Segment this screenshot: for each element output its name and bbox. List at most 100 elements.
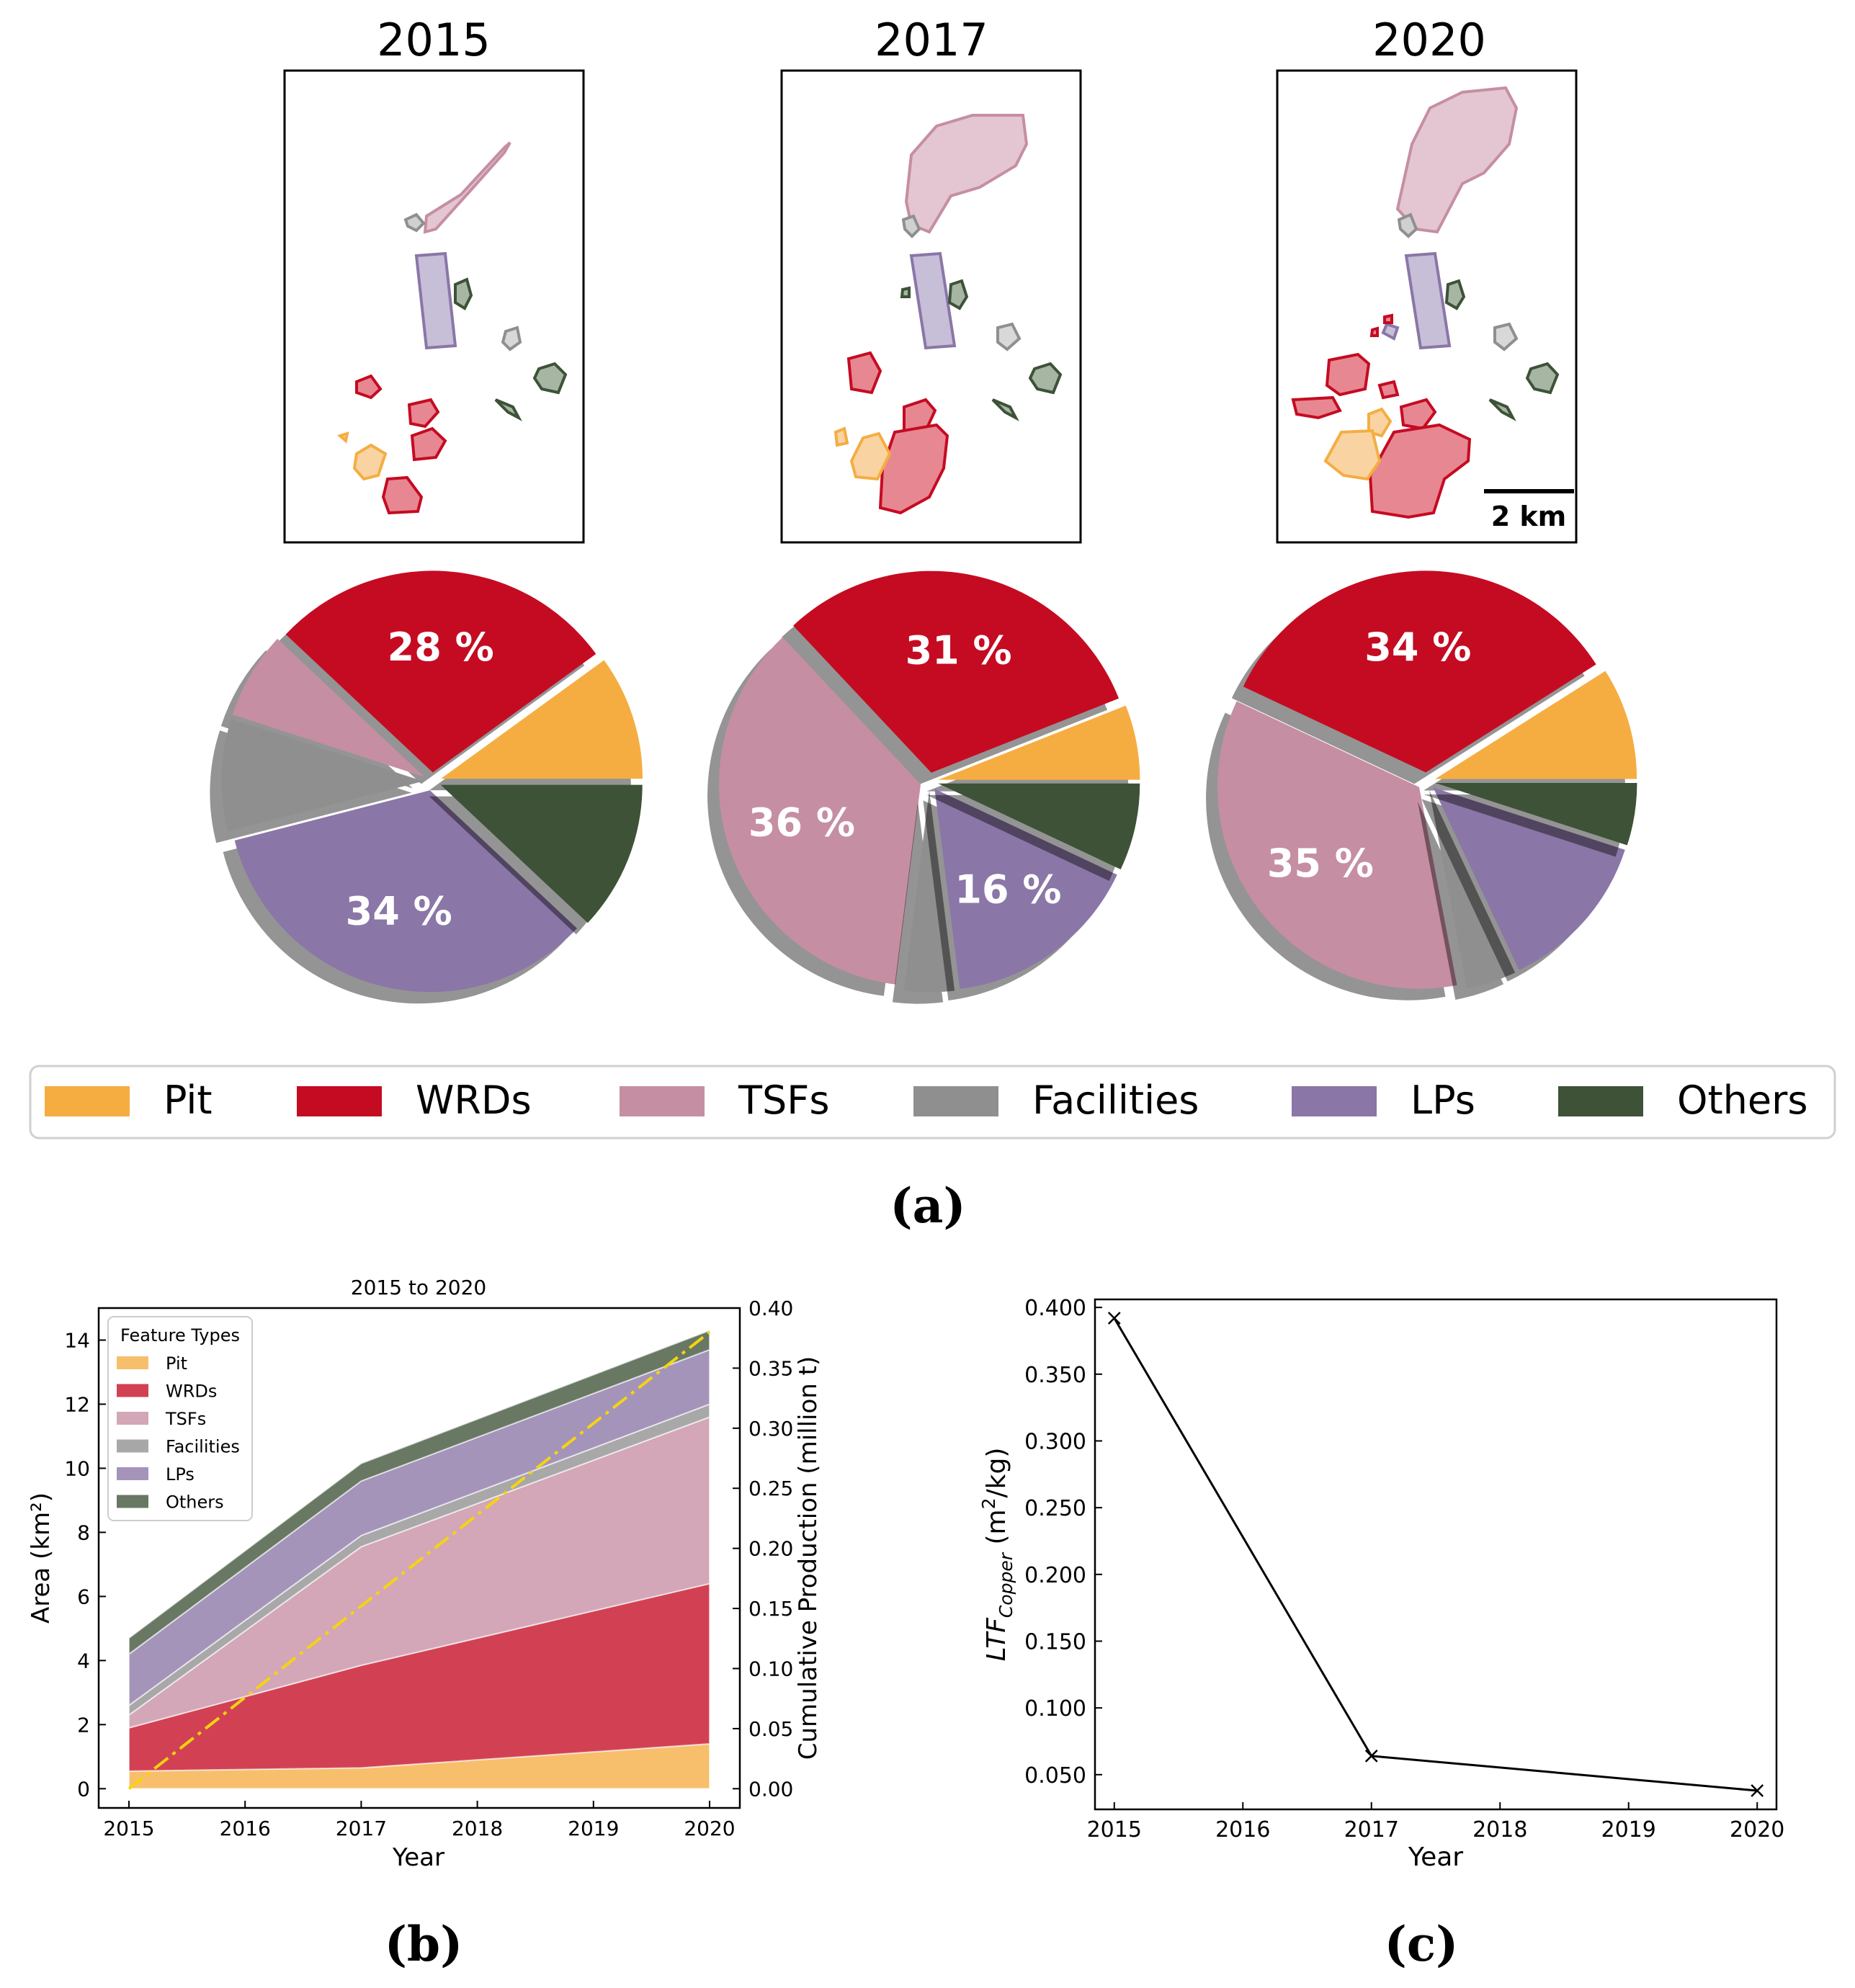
pie-title-2017: 2017 bbox=[875, 14, 988, 66]
area-xtick-label-2019: 2019 bbox=[568, 1817, 619, 1840]
area-y2tick-label-0.05: 0.05 bbox=[748, 1717, 793, 1741]
pie-slice-2020-tsfs bbox=[1217, 701, 1457, 989]
area-legend-swatch-pit bbox=[117, 1356, 148, 1369]
ltf-ylabel: LTFCopper (m2/kg) bbox=[978, 1448, 1016, 1662]
area-legend: Feature Types Pit WRDs TSFs Facilities LPs Ot… bbox=[107, 1316, 253, 1521]
ltf-xtick-label-2015: 2015 bbox=[1087, 1817, 1142, 1843]
category-legend: Pit WRDs TSFs Facilities LPs Others bbox=[29, 1065, 1836, 1139]
area-xtick-label-2016: 2016 bbox=[220, 1817, 271, 1840]
area-ytick-label-4: 4 bbox=[77, 1649, 90, 1673]
pie-slice-2017-facilities bbox=[903, 790, 955, 993]
pie-label-2020-wrds: 34 % bbox=[1364, 624, 1471, 670]
pie-slice-2017-others bbox=[938, 783, 1140, 869]
ltf-marker-2015 bbox=[1107, 1312, 1121, 1325]
pie-slice-2015-lps bbox=[234, 790, 577, 993]
pie-label-2015-wrds: 28 % bbox=[388, 624, 494, 670]
ltf-line bbox=[1113, 1317, 1758, 1792]
pie-slice-2020-wrds bbox=[1243, 570, 1596, 773]
area-legend-swatch-lps bbox=[117, 1467, 148, 1480]
legend-swatch-pit bbox=[45, 1086, 130, 1116]
pie-2015: 28 % 34 % bbox=[210, 570, 643, 1004]
area-legend-swatch-facilities bbox=[117, 1439, 148, 1453]
pie-slice-2020-lps bbox=[1433, 787, 1625, 970]
pie-label-2017-tsfs: 36 % bbox=[748, 800, 855, 846]
pie-slice-2017-pit bbox=[938, 705, 1140, 780]
area-legend-label-tsfs: TSFs bbox=[165, 1409, 206, 1429]
ltf-xlabel: Year bbox=[1408, 1843, 1463, 1872]
production-line bbox=[128, 1330, 711, 1790]
ltf-marker-2020 bbox=[1751, 1784, 1764, 1797]
pie-slice-2020-pit bbox=[1435, 671, 1637, 779]
panel-label-a: (a) bbox=[890, 1178, 965, 1234]
area-ytick-label-0: 0 bbox=[77, 1777, 90, 1801]
legend-swatch-wrds bbox=[297, 1086, 382, 1116]
area-y2tick-label-0.15: 0.15 bbox=[748, 1597, 793, 1621]
area-ytick-label-12: 12 bbox=[64, 1392, 90, 1416]
pie-slice-2015-others bbox=[440, 784, 643, 923]
panel-label-c: (c) bbox=[1385, 1916, 1459, 1972]
ltf-axes: 2015 2016 2017 2018 2019 2020 0.050 0.100 0.150 0… bbox=[1024, 1296, 1784, 1843]
pie-slice-2017-wrds bbox=[793, 570, 1119, 773]
legend-title: Feature Types bbox=[120, 1325, 240, 1346]
pie-slice-2015-facilities bbox=[221, 719, 424, 832]
area-ytick-label-2: 2 bbox=[77, 1713, 90, 1737]
ltf-ytick-label-0.400: 0.400 bbox=[1024, 1296, 1086, 1321]
area-ytick-label-8: 8 bbox=[77, 1521, 90, 1544]
ltf-xtick-label-2016: 2016 bbox=[1215, 1817, 1270, 1843]
map-2020: 2 km bbox=[1276, 69, 1578, 544]
area-layers bbox=[128, 1329, 710, 1790]
area-legend-label-wrds: WRDs bbox=[166, 1382, 217, 1402]
legend-swatch-others bbox=[1558, 1086, 1643, 1116]
area-y2tick-label-0.35: 0.35 bbox=[748, 1356, 793, 1380]
area-legend-label-lps: LPs bbox=[166, 1464, 195, 1485]
area-y2tick-label-0.10: 0.10 bbox=[748, 1657, 793, 1680]
pie-slice-2015-tsfs bbox=[232, 638, 425, 777]
area-ylabel: Area (km²) bbox=[27, 1492, 55, 1624]
area-y2label: Cumulative Production (million t) bbox=[794, 1356, 823, 1760]
area-xtick-label-2018: 2018 bbox=[452, 1817, 503, 1840]
area-legend-label-facilities: Facilities bbox=[166, 1437, 240, 1457]
legend-label-facilities: Facilities bbox=[1032, 1078, 1199, 1123]
pie-charts: 28 % 34 % 31 % 36 % 16 % 34 % 35 % bbox=[210, 570, 1637, 1004]
panel-a: 2015 2017 2020 bbox=[29, 14, 1836, 1234]
area-y2tick-label-0.30: 0.30 bbox=[748, 1417, 793, 1441]
area-chart-title: 2015 to 2020 bbox=[351, 1276, 486, 1299]
pie-slice-2015-wrds bbox=[285, 570, 596, 773]
area-xlabel: Year bbox=[392, 1843, 444, 1872]
legend-label-pit: Pit bbox=[164, 1078, 213, 1123]
area-y2tick-label-0.20: 0.20 bbox=[748, 1537, 793, 1561]
pie-2020: 34 % 35 % bbox=[1206, 570, 1637, 1000]
ltf-xtick-label-2018: 2018 bbox=[1472, 1817, 1527, 1843]
area-y2tick-label-0.00: 0.00 bbox=[748, 1777, 793, 1801]
area-legend-label-pit: Pit bbox=[166, 1353, 187, 1374]
area-others bbox=[128, 1329, 710, 1656]
area-legend-label-others: Others bbox=[166, 1492, 224, 1513]
area-axes: 2015 2016 2017 2018 2019 2020 0 2 4 6 8 10 12 14 0.00 0… bbox=[64, 1297, 793, 1840]
scale-bar-label: 2 km bbox=[1491, 501, 1567, 532]
area-ytick-label-6: 6 bbox=[77, 1585, 90, 1608]
area-xtick-label-2020: 2020 bbox=[684, 1817, 735, 1840]
ltf-xtick-label-2017: 2017 bbox=[1344, 1817, 1399, 1843]
ltf-ytick-label-0.300: 0.300 bbox=[1024, 1429, 1086, 1454]
area-xtick-label-2017: 2017 bbox=[336, 1817, 387, 1840]
ltf-ytick-label-0.050: 0.050 bbox=[1024, 1763, 1086, 1788]
pie-title-2020: 2020 bbox=[1372, 14, 1486, 66]
legend-swatch-lps bbox=[1292, 1086, 1377, 1116]
pie-label-2017-wrds: 31 % bbox=[906, 627, 1012, 673]
ltf-ytick-label-0.350: 0.350 bbox=[1024, 1363, 1086, 1388]
area-xtick-label-2015: 2015 bbox=[103, 1817, 154, 1840]
legend-swatch-tsfs bbox=[620, 1086, 705, 1116]
panel-c: 2015 2016 2017 2018 2019 2020 0.050 0.100 0.150 0… bbox=[978, 1296, 1784, 1972]
map-2015 bbox=[283, 69, 585, 544]
pie-label-2020-tsfs: 35 % bbox=[1267, 841, 1374, 886]
legend-label-lps: LPs bbox=[1411, 1078, 1475, 1123]
pie-slice-2015-pit bbox=[440, 660, 643, 779]
ltf-ytick-label-0.150: 0.150 bbox=[1024, 1629, 1086, 1655]
svg-text:LTFCopper (m2/kg): LTFCopper (m2/kg) bbox=[978, 1448, 1016, 1662]
legend-label-wrds: WRDs bbox=[416, 1078, 532, 1123]
legend-label-others: Others bbox=[1677, 1078, 1807, 1123]
pie-label-2017-lps: 16 % bbox=[955, 867, 1061, 913]
ltf-ytick-label-0.200: 0.200 bbox=[1024, 1563, 1086, 1588]
area-y2tick-label-0.25: 0.25 bbox=[748, 1477, 793, 1500]
pie-title-2015: 2015 bbox=[377, 14, 491, 66]
